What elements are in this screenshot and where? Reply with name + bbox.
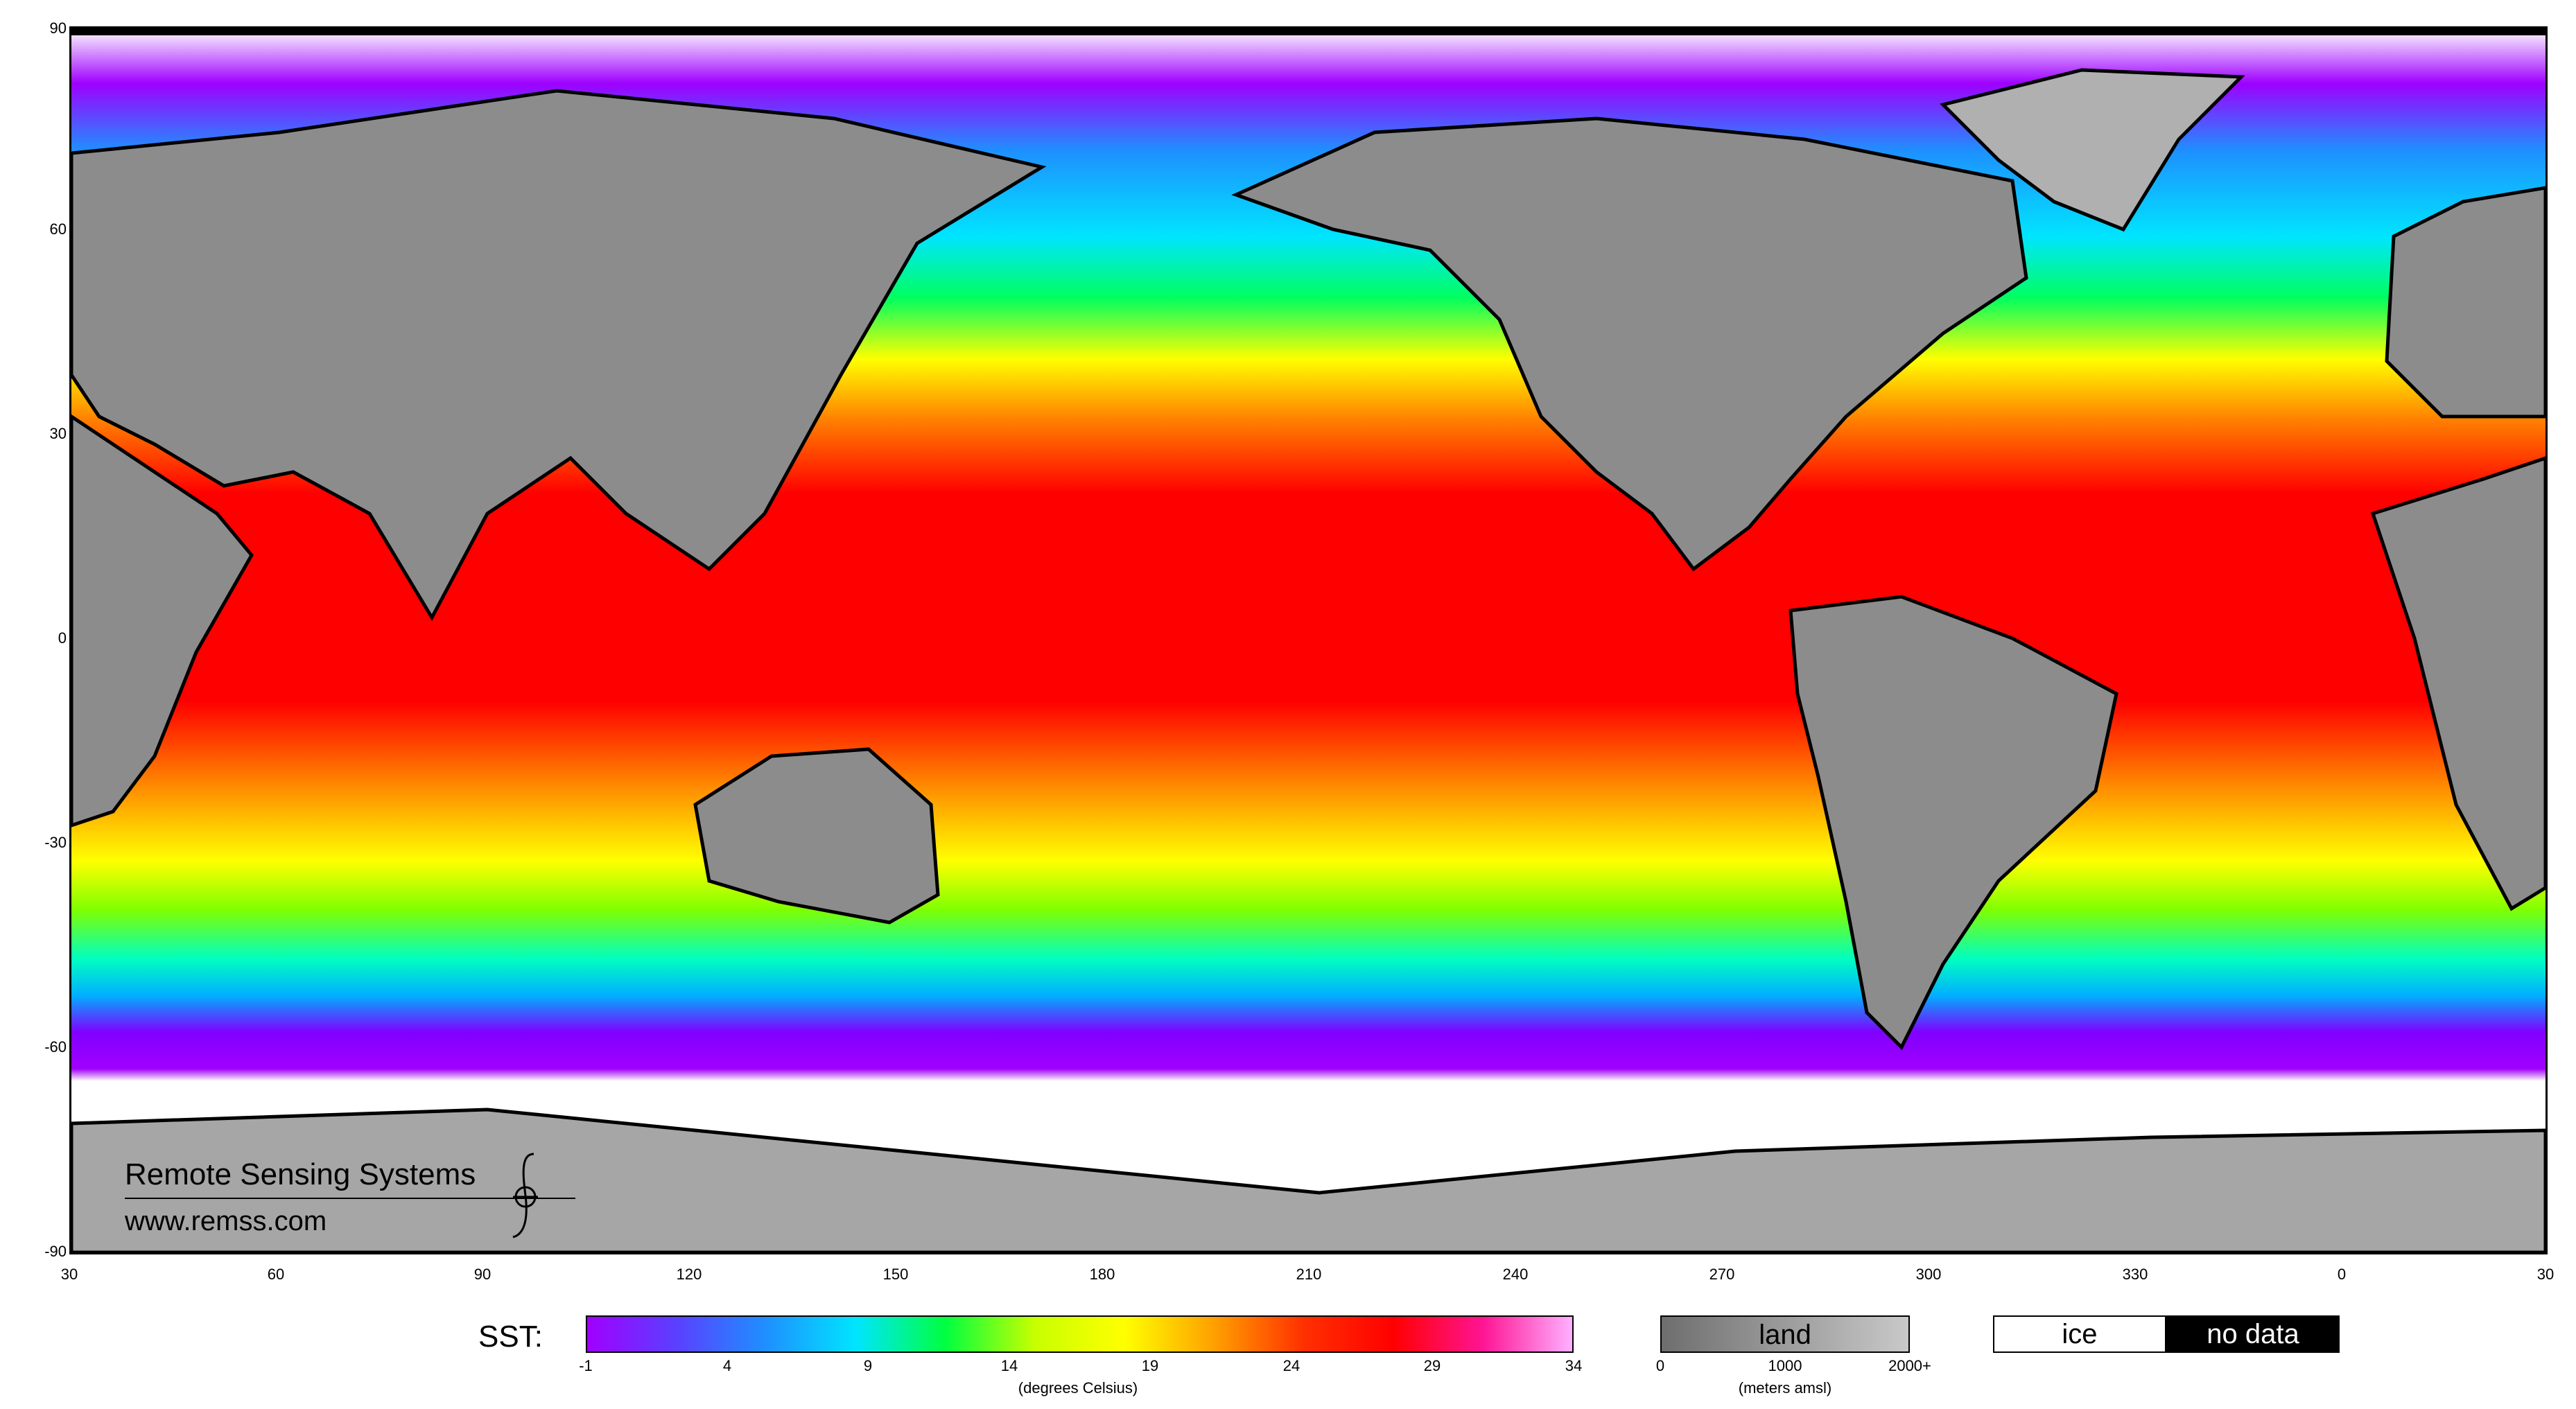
- x-tick-label: 300: [1915, 1266, 1942, 1283]
- y-tick-label: 60: [49, 220, 67, 238]
- land-colorbar: land: [1660, 1315, 1910, 1353]
- y-tick-label: -60: [44, 1038, 67, 1056]
- land-tick-label: 2000+: [1888, 1357, 1931, 1374]
- land-tick-label: 0: [1655, 1357, 1665, 1374]
- watermark-org: Remote Sensing Systems: [125, 1157, 476, 1191]
- sst-tick-label: -1: [579, 1357, 593, 1374]
- x-tick-label: 30: [2536, 1266, 2555, 1283]
- x-tick-label: 180: [1089, 1266, 1115, 1283]
- y-tick-label: 90: [49, 19, 67, 37]
- x-tick-label: 210: [1296, 1266, 1322, 1283]
- sst-colorbar: [586, 1315, 1574, 1353]
- rss-watermark: Remote Sensing Systems www.remss.com: [55, 1144, 575, 1248]
- sst-map: [69, 26, 2548, 1254]
- sst-tick-label: 4: [722, 1357, 732, 1374]
- x-tick-label: 240: [1502, 1266, 1529, 1283]
- sst-tick-label: 24: [1282, 1357, 1300, 1374]
- sst-tick-label: 29: [1423, 1357, 1441, 1374]
- ice-legend-box: ice: [1993, 1315, 2166, 1353]
- x-tick-label: 90: [473, 1266, 491, 1283]
- land-masses: [71, 68, 2545, 1252]
- x-tick-label: 120: [676, 1266, 702, 1283]
- sst-tick-label: 34: [1565, 1357, 1583, 1374]
- x-tick-label: 330: [2122, 1266, 2148, 1283]
- x-tick-label: 30: [60, 1266, 78, 1283]
- sst-tick-label: 14: [1000, 1357, 1018, 1374]
- sst-tick-label: 19: [1141, 1357, 1159, 1374]
- sst-legend-label: SST:: [478, 1320, 543, 1354]
- y-tick-label: -90: [44, 1243, 67, 1260]
- land-unit-label: (meters amsl): [1738, 1379, 1832, 1397]
- y-tick-label: -30: [44, 834, 67, 851]
- no-data-legend-box: no data: [2166, 1315, 2340, 1353]
- x-tick-label: 270: [1709, 1266, 1735, 1283]
- watermark-rule: [125, 1198, 575, 1199]
- x-tick-label: 60: [267, 1266, 285, 1283]
- land-legend-label: land: [1759, 1320, 1811, 1350]
- sst-map-graphic: [71, 28, 2545, 1252]
- land-tick-label: 1000: [1768, 1357, 1802, 1374]
- watermark-url: www.remss.com: [125, 1206, 327, 1236]
- sst-tick-label: 9: [863, 1357, 873, 1374]
- x-tick-label: 150: [882, 1266, 909, 1283]
- y-tick-label: 30: [49, 425, 67, 442]
- rss-logo-icon: [512, 1153, 538, 1239]
- x-tick-label: 0: [2337, 1266, 2347, 1283]
- y-tick-label: 0: [58, 629, 67, 647]
- sst-unit-label: (degrees Celsius): [1018, 1379, 1138, 1397]
